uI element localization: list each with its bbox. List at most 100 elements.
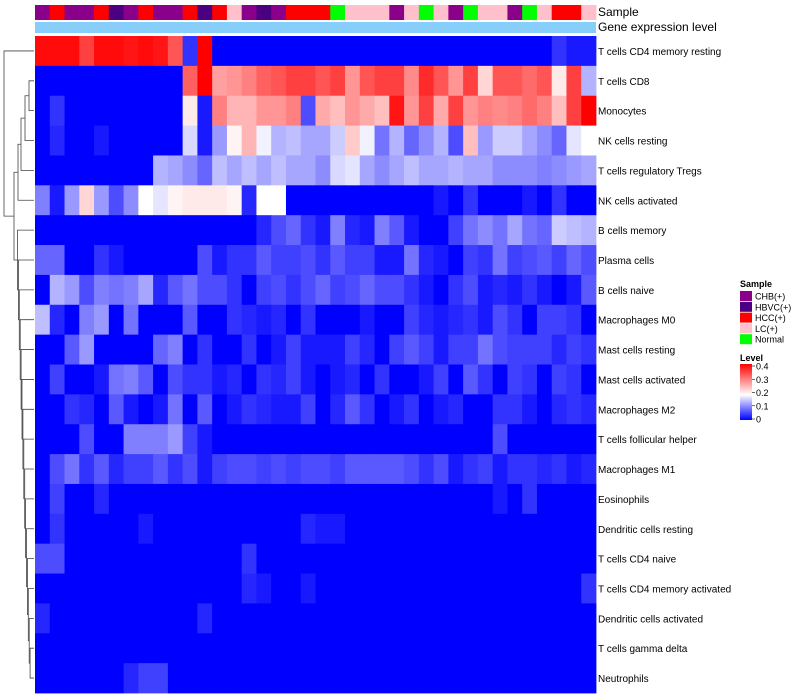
heatmap-cell xyxy=(581,185,597,216)
heatmap-cell xyxy=(153,424,169,455)
heatmap-cell xyxy=(463,394,479,425)
heatmap-cell xyxy=(94,304,110,336)
heatmap-cell xyxy=(315,543,331,574)
heatmap-cell xyxy=(241,543,257,574)
heatmap-cell xyxy=(123,65,139,97)
heatmap-cell xyxy=(433,36,449,67)
heatmap-cell xyxy=(404,274,420,306)
heatmap-cell xyxy=(271,65,287,97)
heatmap-cell xyxy=(123,573,139,604)
heatmap-cell xyxy=(522,603,538,634)
heatmap-cell xyxy=(35,424,51,455)
heatmap-cell xyxy=(271,543,287,574)
heatmap-cell xyxy=(389,185,405,216)
sample-annotation-cell xyxy=(566,5,582,20)
heatmap-cell xyxy=(64,65,80,97)
heatmap-cell xyxy=(433,483,449,515)
heatmap-cell xyxy=(94,155,110,186)
legend-swatch xyxy=(740,323,752,334)
heatmap-cell xyxy=(138,274,154,306)
row-label: B cells memory xyxy=(598,226,666,237)
heatmap-cell xyxy=(477,603,494,634)
heatmap-cell xyxy=(507,573,523,604)
heatmap-cell xyxy=(477,394,494,425)
heatmap-cell xyxy=(492,65,508,97)
heatmap-cell xyxy=(79,125,95,156)
heatmap-cell xyxy=(94,663,110,694)
heatmap-cell xyxy=(581,424,597,455)
heatmap-cell xyxy=(285,215,302,246)
heatmap-cell xyxy=(226,36,243,67)
heatmap-cell xyxy=(522,364,538,395)
heatmap-cell xyxy=(197,663,213,694)
heatmap-cell xyxy=(197,543,213,574)
heatmap-cell xyxy=(108,633,124,664)
heatmap-cell xyxy=(108,65,124,97)
heatmap-cell xyxy=(463,125,479,156)
heatmap-cell xyxy=(330,394,346,425)
heatmap-cell xyxy=(49,95,65,126)
row-dendrogram xyxy=(3,50,34,679)
heatmap-cell xyxy=(522,36,538,67)
heatmap-cell xyxy=(477,304,494,336)
sample-annotation-cell xyxy=(359,5,375,20)
heatmap-cell xyxy=(241,125,257,156)
sample-annotation-cell xyxy=(477,5,494,20)
heatmap-cell xyxy=(345,424,361,455)
heatmap-cell xyxy=(123,663,139,694)
heatmap-cell xyxy=(359,633,375,664)
heatmap-cell xyxy=(241,95,257,126)
heatmap-cell xyxy=(345,334,361,365)
sample-annotation-cell xyxy=(153,5,169,20)
sample-annotation-cell xyxy=(35,5,51,20)
heatmap-cell xyxy=(241,245,257,276)
heatmap-cell xyxy=(315,483,331,515)
heatmap-cell xyxy=(64,155,80,186)
dendrogram-branch xyxy=(28,80,34,112)
heatmap-cell xyxy=(507,394,523,425)
heatmap-cell xyxy=(330,36,346,67)
heatmap-cell xyxy=(123,185,139,216)
heatmap-cell xyxy=(404,663,420,694)
heatmap-cell xyxy=(536,65,553,97)
heatmap-cell xyxy=(566,185,582,216)
sample-annotation-cell xyxy=(94,5,110,20)
heatmap-cell xyxy=(212,125,228,156)
heatmap-cell xyxy=(64,394,80,425)
legend-sample-label: HBVC(+) xyxy=(755,302,791,312)
heatmap-cell xyxy=(49,364,65,395)
heatmap-cell xyxy=(389,125,405,156)
heatmap-cell xyxy=(212,543,228,574)
heatmap-cell xyxy=(300,155,316,186)
heatmap-cell xyxy=(94,424,110,455)
heatmap-cell xyxy=(35,95,51,126)
heatmap-cell xyxy=(315,245,331,276)
heatmap-cell xyxy=(551,304,567,336)
heatmap-cell xyxy=(256,573,272,604)
heatmap-cell xyxy=(79,663,95,694)
heatmap-cell xyxy=(64,125,80,156)
heatmap-cell xyxy=(581,603,597,634)
heatmap-cell xyxy=(433,543,449,574)
level-color-bar xyxy=(740,364,752,420)
heatmap-cell xyxy=(108,155,124,186)
heatmap-cell xyxy=(226,274,243,306)
heatmap-cell xyxy=(522,513,538,545)
row-label: Eosinophils xyxy=(598,495,649,506)
heatmap-cell xyxy=(433,125,449,156)
heatmap-cell xyxy=(448,65,464,97)
heatmap-cell xyxy=(64,483,80,515)
heatmap-cell xyxy=(418,215,435,246)
heatmap-cell xyxy=(359,364,375,395)
heatmap-cell xyxy=(271,95,287,126)
heatmap-cell xyxy=(94,65,110,97)
heatmap-cell xyxy=(79,304,95,336)
heatmap-cell xyxy=(566,483,582,515)
heatmap-cell xyxy=(315,155,331,186)
heatmap-cell xyxy=(212,36,228,67)
heatmap-cell xyxy=(94,215,110,246)
heatmap-cell xyxy=(581,125,597,156)
heatmap-cell xyxy=(551,663,567,694)
heatmap-cell xyxy=(448,36,464,67)
heatmap-cell xyxy=(123,394,139,425)
